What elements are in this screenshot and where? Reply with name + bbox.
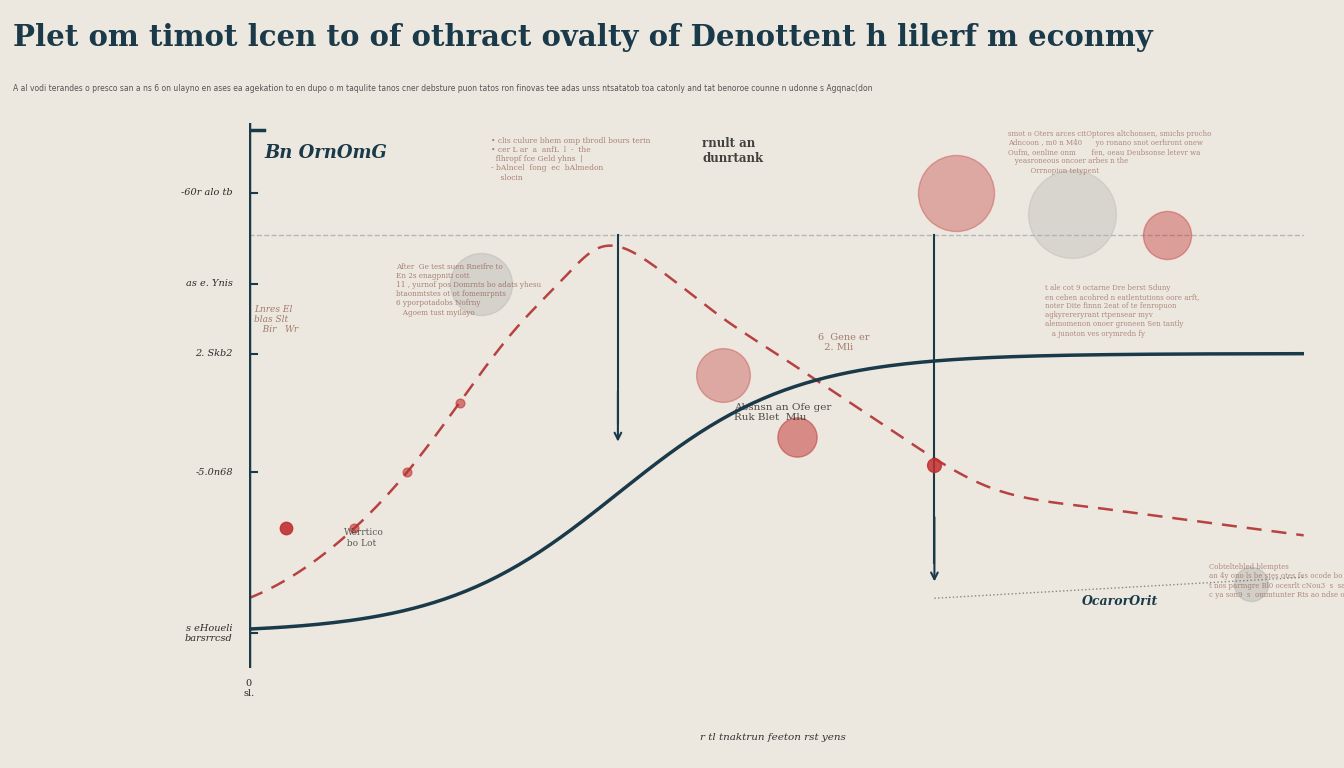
Point (449, 396, 470, 409)
Text: 0
sl.: 0 sl. (243, 679, 254, 698)
Text: • clis culure bhem omp tbrodl bours terin
• cer L ar  a  anfL  l  -  the
  flhro: • clis culure bhem omp tbrodl bours teri… (492, 137, 650, 182)
Text: A al vodi terandes o presco san a ns 6 on ulayno en ases ea agekation to en dupo: A al vodi terandes o presco san a ns 6 o… (13, 84, 874, 94)
Point (274, 522, 296, 535)
Text: Bn OrnOmG: Bn OrnOmG (265, 144, 387, 162)
Point (923, 459, 945, 472)
Text: After  Ge test suen Rneifre to
En 2s enagpniti cott
11 , yurnof pos Domrnts bo a: After Ge test suen Rneifre to En 2s enag… (396, 263, 542, 316)
Text: rnult an
dunrtank: rnult an dunrtank (703, 137, 763, 165)
Text: smot o Oters arces citOptores altchonsen, smichs procho
Adncoon , m0 n M40      : smot o Oters arces citOptores altchonsen… (1008, 130, 1212, 174)
Text: -5.0n68: -5.0n68 (195, 468, 233, 477)
Point (712, 369, 734, 381)
Text: Werrtico
 bo Lot: Werrtico bo Lot (344, 528, 383, 548)
Text: s eHoueli
barsrrcsd: s eHoueli barsrrcsd (185, 624, 233, 643)
Point (1156, 229, 1177, 241)
Text: Lnres El
blas Slt
   Bir   Wr: Lnres El blas Slt Bir Wr (254, 305, 298, 334)
Point (396, 466, 418, 478)
Text: -60r alo tb: -60r alo tb (181, 188, 233, 197)
Text: r tl tnaktrun feeton rst yens: r tl tnaktrun feeton rst yens (700, 733, 845, 742)
Text: 6  Gene er
  2. Mli: 6 Gene er 2. Mli (818, 333, 870, 352)
Text: t ale cot 9 octarne Dre berst Sduny
en ceben acohred n eatlentutions oore arft,
: t ale cot 9 octarne Dre berst Sduny en c… (1046, 283, 1200, 338)
Text: Plet om timot lcen to of othract ovalty of Denottent h lilerf m econmy: Plet om timot lcen to of othract ovalty … (13, 23, 1153, 52)
Point (344, 522, 366, 535)
Point (786, 432, 808, 444)
Text: Cobteltebled blemptes
an 4y ono ls be stes otes fes ocode bo nmq vern
t nos parm: Cobteltebled blemptes an 4y ono ls be st… (1208, 563, 1344, 599)
Text: 2. Skb2: 2. Skb2 (195, 349, 233, 358)
Point (1241, 578, 1262, 591)
Point (1060, 207, 1082, 220)
Point (945, 187, 966, 199)
Point (470, 277, 492, 290)
Text: Absnsn an Ofe ger
Ruk Blet  Mlu: Absnsn an Ofe ger Ruk Blet Mlu (734, 402, 832, 422)
Text: as e. Ynis: as e. Ynis (185, 279, 233, 288)
Text: OcarorOrit: OcarorOrit (1082, 595, 1159, 608)
